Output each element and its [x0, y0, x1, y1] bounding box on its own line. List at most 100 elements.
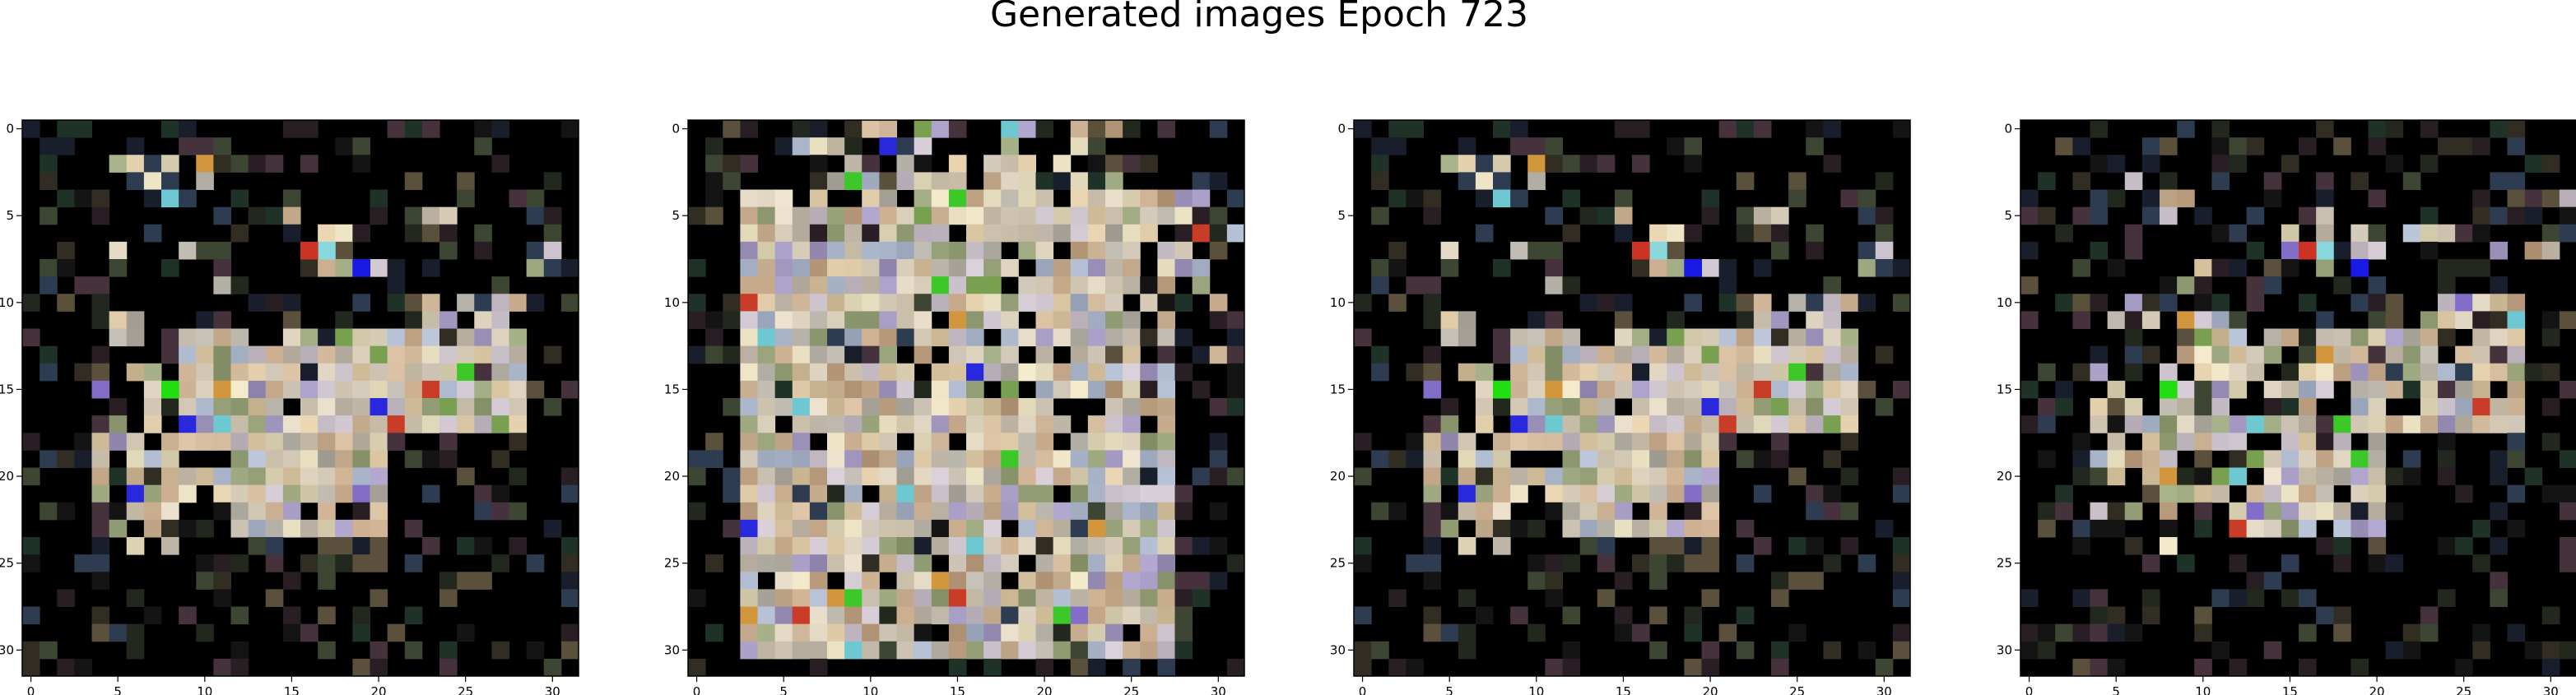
image-pixel: [1684, 606, 1703, 625]
image-pixel: [774, 206, 793, 225]
image-pixel: [1701, 589, 1720, 608]
image-pixel: [983, 658, 1002, 677]
image-pixel: [1157, 206, 1176, 225]
image-pixel: [2402, 363, 2421, 382]
image-pixel: [126, 328, 145, 347]
image-pixel: [966, 328, 984, 347]
image-pixel: [1001, 137, 1019, 155]
image-pixel: [2316, 120, 2334, 138]
image-pixel: [2072, 537, 2091, 555]
image-pixel: [2211, 137, 2230, 155]
image-pixel: [740, 606, 759, 625]
image-pixel: [2524, 363, 2543, 382]
image-pixel: [1458, 137, 1476, 155]
image-pixel: [474, 294, 492, 312]
image-pixel: [2263, 572, 2282, 590]
image-pixel: [1667, 380, 1685, 399]
image-pixel: [774, 328, 793, 347]
image-pixel: [1053, 206, 1072, 225]
image-pixel: [2299, 398, 2317, 416]
image-pixel: [300, 415, 319, 433]
image-pixel: [1823, 450, 1842, 469]
image-pixel: [2194, 450, 2212, 469]
image-pixel: [248, 519, 267, 538]
image-pixel: [983, 433, 1002, 451]
image-pixel: [474, 380, 492, 399]
image-pixel: [370, 450, 388, 469]
image-pixel: [879, 259, 898, 277]
image-pixel: [1174, 537, 1193, 555]
image-pixel: [439, 589, 458, 608]
image-pixel: [1087, 589, 1106, 608]
image-pixel: [879, 589, 898, 608]
image-pixel: [1440, 398, 1459, 416]
image-pixel: [161, 328, 179, 347]
image-pixel: [1226, 311, 1245, 330]
image-pixel: [1140, 276, 1158, 294]
image-pixel: [948, 189, 967, 208]
image-pixel: [213, 241, 232, 260]
image-pixel: [2299, 450, 2317, 469]
image-pixel: [844, 450, 863, 469]
image-pixel: [966, 363, 984, 382]
image-pixel: [474, 537, 492, 555]
image-pixel: [1771, 206, 1789, 225]
image-pixel: [1458, 363, 1476, 382]
image-pixel: [1001, 450, 1019, 469]
image-pixel: [1105, 224, 1123, 243]
image-pixel: [265, 398, 284, 416]
image-pixel: [1493, 467, 1511, 486]
image-pixel: [143, 398, 162, 416]
image-pixel: [879, 241, 898, 260]
image-pixel: [370, 259, 388, 277]
image-pixel: [248, 467, 267, 486]
image-pixel: [1105, 450, 1123, 469]
image-pixel: [2368, 241, 2387, 260]
image-pixel: [1053, 172, 1072, 191]
image-pixel: [1423, 206, 1442, 225]
image-pixel: [1070, 189, 1089, 208]
image-pixel: [421, 311, 440, 330]
image-pixel: [1192, 345, 1211, 364]
image-pixel: [543, 519, 562, 538]
image-pixel: [1701, 363, 1720, 382]
image-pixel: [1858, 554, 1876, 572]
image-pixel: [1840, 380, 1859, 399]
image-pixel: [1174, 328, 1193, 347]
image-pixel: [948, 311, 967, 330]
image-pixel: [1105, 554, 1123, 572]
image-pixel: [1527, 415, 1546, 433]
image-pixel: [1140, 398, 1158, 416]
image-pixel: [370, 537, 388, 555]
image-pixel: [2455, 224, 2473, 243]
image-pixel: [2420, 623, 2439, 642]
image-pixel: [1423, 433, 1442, 451]
image-pixel: [1718, 398, 1737, 416]
image-pixel: [2316, 259, 2334, 277]
image-pixel: [1649, 537, 1667, 555]
image-pixel: [792, 502, 811, 521]
image-pixel: [1649, 328, 1667, 347]
image-pixel: [2299, 328, 2317, 347]
image-pixel: [370, 554, 388, 572]
image-pixel: [143, 467, 162, 486]
image-pixel: [2211, 155, 2230, 173]
image-pixel: [2368, 137, 2387, 155]
image-pixel: [1157, 641, 1176, 660]
image-pixel: [914, 189, 932, 208]
image-pixel: [931, 294, 950, 312]
image-pixel: [1753, 120, 1772, 138]
image-pixel: [844, 415, 863, 433]
image-pixel: [404, 294, 423, 312]
image-pixel: [2194, 345, 2212, 364]
image-pixel: [526, 380, 545, 399]
image-pixel: [948, 415, 967, 433]
image-pixel: [1614, 345, 1633, 364]
image-pixel: [2524, 189, 2543, 208]
image-pixel: [931, 172, 950, 191]
image-pixel: [844, 259, 863, 277]
image-pixel: [1087, 328, 1106, 347]
x-tick-label: 15: [284, 684, 300, 695]
image-pixel: [1087, 606, 1106, 625]
image-pixel: [1632, 328, 1650, 347]
